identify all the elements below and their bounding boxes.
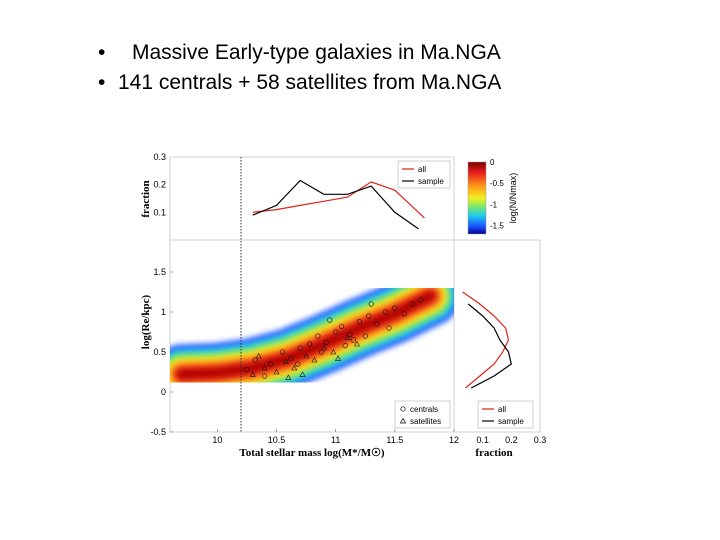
right-legend: all sample <box>477 400 534 429</box>
right-x-tick-label: 0.2 <box>505 435 518 445</box>
satellite-point <box>299 371 306 377</box>
central-point <box>350 337 357 343</box>
y-tick-label: 1.5 <box>153 267 166 277</box>
x-tick-label: 12 <box>449 435 459 445</box>
central-point <box>262 373 268 379</box>
satellite-point <box>285 374 292 380</box>
satellite-point <box>344 334 351 340</box>
satellite-point <box>255 352 262 359</box>
right-series-line <box>462 291 510 389</box>
legend-all: all <box>418 165 426 174</box>
central-point <box>327 317 333 323</box>
central-point <box>368 301 374 307</box>
right-x-tick-label: 0.3 <box>534 435 547 445</box>
satellite-point <box>353 340 360 347</box>
central-point <box>347 331 353 338</box>
central-point <box>279 349 286 355</box>
satellite-point <box>311 356 318 363</box>
right-x-tick-label: 0.1 <box>476 435 489 445</box>
top-series-line <box>252 179 419 230</box>
satellite-point <box>282 358 289 364</box>
legend-centrals: centrals <box>410 405 438 414</box>
main-legend: centrals satellites <box>394 400 451 429</box>
satellite-point <box>335 355 342 361</box>
central-point <box>338 323 345 330</box>
central-point <box>362 333 368 339</box>
satellite-point <box>330 348 337 355</box>
chart-marks: 10 10.5 11 11.5 12-0.500.511.50.10.20.30.1 0.… <box>150 152 546 445</box>
central-point <box>323 339 329 346</box>
y-tick-label: 1 <box>161 307 166 317</box>
colorbar-tick-label: -1 <box>490 200 498 209</box>
central-point <box>366 313 372 319</box>
top-y-tick-label: 0.1 <box>153 207 166 217</box>
legend-sample: sample <box>418 177 444 186</box>
top-y-tick-label: 0.3 <box>153 152 166 162</box>
satellite-point <box>261 364 268 371</box>
x-tick-label: 11 <box>331 435 340 445</box>
x-tick-label: 10 <box>212 435 222 445</box>
right-panel-frame <box>453 239 541 433</box>
bullet-item: • 141 centrals + 58 satellites from Ma.N… <box>98 68 698 98</box>
main-ylabel: log(Re/kpc) <box>140 294 152 349</box>
central-point <box>295 361 301 367</box>
colorbar <box>467 161 487 235</box>
central-point <box>418 297 424 303</box>
central-point <box>342 343 348 349</box>
central-point <box>288 355 294 362</box>
central-point <box>267 361 274 367</box>
colorbar-label: log(N/Nmax) <box>508 173 518 224</box>
satellite-point <box>273 368 280 375</box>
central-point <box>392 305 398 311</box>
central-point <box>409 301 416 307</box>
legend-sample: sample <box>498 417 524 426</box>
y-tick-label: 0 <box>161 387 166 397</box>
colorbar-tick-label: -0.5 <box>490 179 504 188</box>
y-tick-label: -0.5 <box>150 427 166 437</box>
central-point <box>333 329 339 335</box>
central-point <box>307 341 313 347</box>
central-point <box>401 311 407 317</box>
satellite-point <box>291 364 298 371</box>
central-point <box>356 319 362 325</box>
bullet-text: 141 centrals + 58 satellites from Ma.NGA <box>118 71 502 94</box>
central-point <box>315 333 321 339</box>
bullet-item: • Massive Early-type galaxies in Ma.NGA <box>98 38 698 68</box>
right-xlabel: fraction <box>475 447 512 459</box>
central-point <box>386 325 392 331</box>
x-tick-label: 11.5 <box>386 435 403 445</box>
density-band <box>176 291 436 380</box>
bullet-marker: • <box>98 41 106 64</box>
bullet-list: • Massive Early-type galaxies in Ma.NGA … <box>98 38 698 98</box>
top-y-tick-label: 0.2 <box>153 180 166 190</box>
top-series-line <box>252 181 425 219</box>
legend-satellites: satellites <box>410 417 441 426</box>
central-point <box>297 345 303 351</box>
top-ylabel: fraction <box>140 180 152 217</box>
galaxy-points <box>244 297 424 380</box>
density-heatmap <box>170 266 454 405</box>
bullet-text: Massive Early-type galaxies in Ma.NGA <box>132 41 501 64</box>
top-legend: all sample <box>397 160 451 189</box>
central-point <box>252 357 258 363</box>
central-point <box>382 309 388 315</box>
satellite-point <box>249 371 256 377</box>
y-tick-label: 0.5 <box>153 347 166 357</box>
satellite-point <box>303 352 310 359</box>
colorbar-tick-label: -1.5 <box>490 222 504 231</box>
satellite-point <box>320 344 327 351</box>
bullet-marker: • <box>98 71 106 94</box>
colorbar-tick-label: 0 <box>490 158 495 167</box>
x-tick-label: 10.5 <box>268 435 286 445</box>
main-xlabel: Total stellar mass log(M*/M☉) <box>239 447 385 459</box>
right-series-line <box>467 303 512 389</box>
central-point <box>244 367 250 373</box>
legend-all: all <box>498 405 506 414</box>
central-point <box>374 321 380 327</box>
